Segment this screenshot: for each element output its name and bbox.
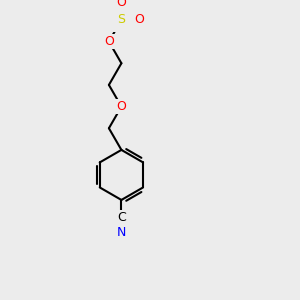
Text: C: C — [117, 211, 126, 224]
Text: S: S — [117, 14, 125, 26]
Text: O: O — [104, 35, 114, 48]
Text: O: O — [116, 0, 126, 9]
Text: O: O — [134, 14, 144, 26]
Text: O: O — [116, 100, 126, 113]
Text: N: N — [117, 226, 126, 239]
